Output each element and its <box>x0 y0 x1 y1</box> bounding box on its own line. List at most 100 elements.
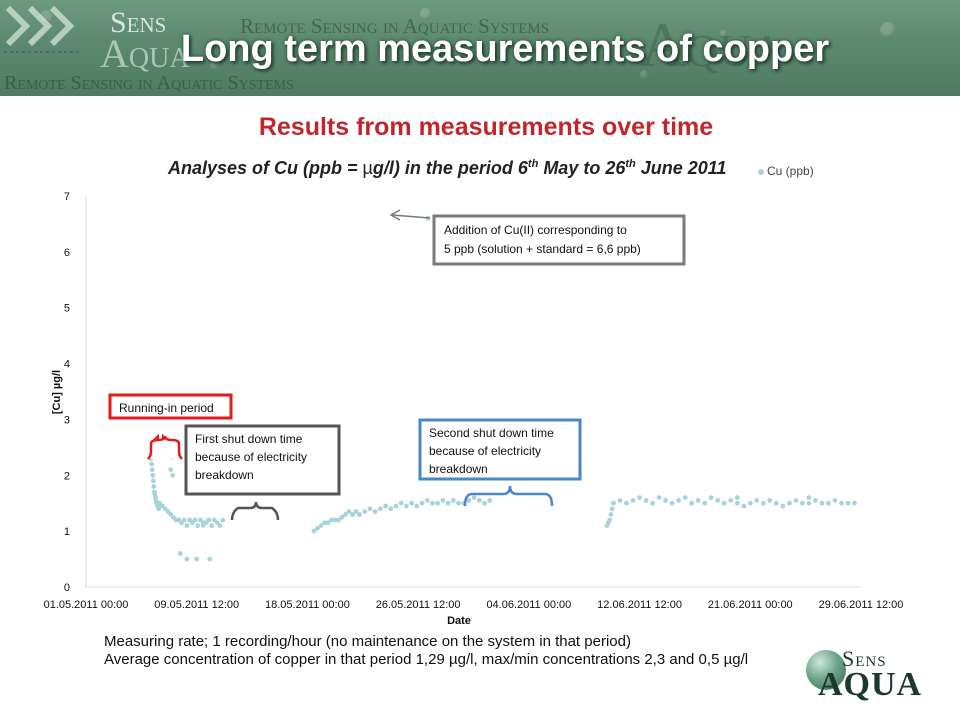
data-point <box>181 517 187 523</box>
data-point <box>445 500 451 506</box>
data-point <box>184 523 190 528</box>
x-tick-label: 12.06.2011 12:00 <box>597 599 682 611</box>
annotation-first-shutdown-line2: because of electricity <box>195 450 307 464</box>
data-point <box>325 520 331 526</box>
data-point <box>487 498 493 503</box>
y-tick-label: 0 <box>64 582 70 594</box>
x-axis-label: Date <box>447 615 471 627</box>
x-tick-label: 18.05.2011 00:00 <box>265 599 350 611</box>
data-point <box>741 503 747 509</box>
data-point <box>813 498 818 503</box>
data-point <box>637 495 642 500</box>
data-point <box>767 498 773 503</box>
data-point <box>378 506 383 512</box>
x-tick-label: 04.06.2011 00:00 <box>486 599 571 611</box>
data-point <box>217 523 223 528</box>
data-point <box>336 517 341 523</box>
data-point <box>780 503 786 509</box>
water-drop-decoration <box>720 30 728 38</box>
data-point <box>220 517 226 523</box>
x-tick-label: 26.05.2011 12:00 <box>376 599 461 611</box>
data-point <box>206 517 212 523</box>
annotation-addition: Addition of Cu(II) corresponding to 5 pp… <box>389 209 686 266</box>
annotation-second-shutdown-line1: Second shut down time <box>429 426 554 440</box>
data-point <box>440 498 446 503</box>
data-point <box>195 523 201 528</box>
data-point <box>617 498 623 503</box>
data-point <box>315 526 320 531</box>
data-point <box>419 500 425 506</box>
data-point <box>343 512 348 517</box>
data-point <box>845 500 851 506</box>
data-point <box>715 498 721 503</box>
data-point <box>150 472 156 478</box>
header-banner: Sens Aqua Remote Sensing in Aquatic Syst… <box>0 0 960 96</box>
data-point <box>607 517 612 523</box>
x-tick-label: 01.05.2011 00:00 <box>44 599 129 611</box>
annotation-first-shutdown-line1: First shut down time <box>195 432 303 446</box>
data-point <box>362 509 368 514</box>
data-point <box>609 506 615 512</box>
data-point <box>168 467 174 473</box>
x-tick-label: 29.06.2011 12:00 <box>819 599 904 611</box>
chart-legend: Cu (ppb) <box>758 164 814 178</box>
chart-title: Analyses of Cu (ppb = µg/l) in the perio… <box>168 158 727 178</box>
data-point <box>800 500 805 506</box>
arrow-left-icon <box>389 209 401 221</box>
annotation-addition-line1: Addition of Cu(II) corresponding to <box>444 223 627 237</box>
data-point <box>643 498 649 503</box>
notes-line-2: Average concentration of copper in that … <box>104 651 749 668</box>
data-point <box>450 498 456 503</box>
data-point <box>424 498 430 503</box>
data-point <box>819 500 825 506</box>
legend-marker-icon <box>758 168 764 175</box>
annotation-first-shutdown-line3: breakdown <box>195 468 254 482</box>
water-drop-decoration <box>880 22 896 38</box>
data-point <box>456 500 461 506</box>
brace-icon <box>463 485 554 507</box>
data-point <box>852 500 857 506</box>
slide-title: Long term measurements of copper <box>180 28 830 70</box>
data-point <box>734 500 740 506</box>
y-tick-label: 1 <box>64 526 70 538</box>
data-point <box>839 500 844 506</box>
data-point <box>773 500 779 506</box>
data-point <box>409 500 414 506</box>
legend-label: Cu (ppb) <box>767 164 814 178</box>
annotation-first-shutdown: First shut down time because of electric… <box>184 424 341 521</box>
water-drop-decoration <box>640 70 649 79</box>
globe-icon <box>806 650 846 690</box>
annotation-arrow-line <box>391 214 431 219</box>
data-point <box>624 500 629 506</box>
data-point <box>151 484 157 489</box>
data-point <box>702 500 708 506</box>
data-point <box>339 514 345 520</box>
data-point <box>209 523 215 528</box>
data-point <box>689 500 695 506</box>
brand-watermark-large: Aqua <box>640 9 784 80</box>
data-point <box>650 500 655 506</box>
data-point <box>149 461 155 467</box>
data-point <box>149 467 155 473</box>
x-tick-label: 09.05.2011 12:00 <box>154 599 239 611</box>
y-tick-label: 5 <box>64 303 70 315</box>
data-point <box>383 503 388 509</box>
data-point <box>150 478 156 484</box>
data-point <box>357 512 362 517</box>
data-point <box>734 495 740 500</box>
water-drop-decoration <box>420 8 432 20</box>
data-point <box>184 556 190 562</box>
data-point <box>747 500 753 506</box>
data-point <box>608 512 614 517</box>
logo-aqua-text: AQUA <box>818 666 923 703</box>
annotation-second-shutdown-line3: breakdown <box>429 462 488 476</box>
data-point <box>207 556 213 562</box>
data-point <box>669 500 675 506</box>
data-point <box>435 500 441 506</box>
brand-tagline-top: Remote Sensing in Aquatic Systems <box>240 14 550 38</box>
data-point <box>708 495 714 500</box>
data-point <box>350 512 355 517</box>
data-point <box>682 495 688 500</box>
data-point <box>721 500 727 506</box>
data-point <box>754 498 760 503</box>
